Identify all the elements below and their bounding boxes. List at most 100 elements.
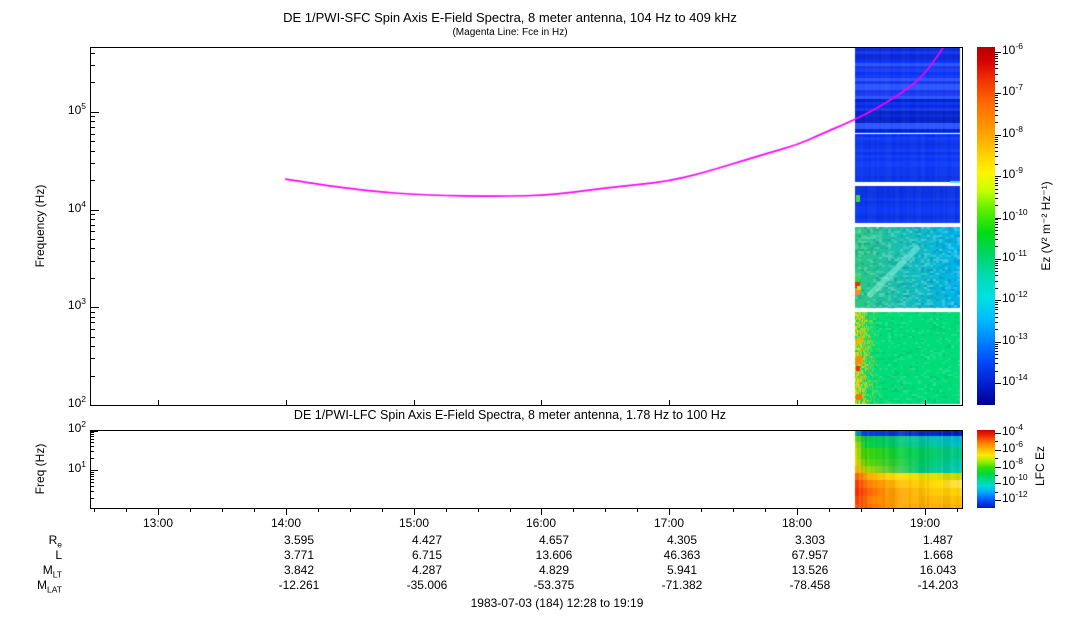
sfc-colorbar-tick-label: 10-8	[1002, 124, 1023, 140]
lfc-colorbar-minor-tick	[995, 475, 998, 476]
ephemeris-value: 13.606	[535, 548, 573, 562]
sfc-colorbar-tick-label: 10-13	[1002, 331, 1028, 347]
sfc-spectrogram-canvas	[91, 48, 962, 405]
ephemeris-value: 4.829	[538, 563, 570, 577]
ephemeris-value: -78.458	[789, 578, 831, 592]
sfc-colorbar-minor-tick	[995, 151, 998, 152]
sfc-colorbar-minor-tick	[995, 230, 998, 231]
sfc-y-tick-label: 103	[67, 296, 86, 312]
sfc-colorbar-minor-tick	[995, 54, 998, 55]
sfc-y-minor-tick	[91, 53, 95, 54]
sfc-colorbar-minor-tick	[995, 198, 998, 199]
ephemeris-value: 3.771	[283, 548, 315, 562]
exponent: 3	[81, 296, 86, 306]
ephemeris-value: 3.595	[283, 533, 315, 547]
sfc-colorbar-minor-tick	[995, 95, 998, 96]
sfc-y-minor-tick	[91, 127, 95, 128]
sfc-colorbar-minor-tick	[995, 322, 998, 323]
sfc-colorbar-minor-tick	[995, 74, 998, 75]
x-axis-minor-tick	[573, 509, 574, 512]
sfc-x-hour-tick	[414, 400, 415, 405]
sfc-colorbar-minor-tick	[995, 234, 998, 235]
sfc-colorbar-tick-label: 10-14	[1002, 372, 1028, 388]
ephemeris-value: 13.526	[791, 563, 829, 577]
sfc-colorbar-tick	[995, 383, 1001, 384]
exponent: -13	[1015, 331, 1028, 341]
sfc-colorbar-minor-tick	[995, 317, 998, 318]
x-axis-minor-tick	[957, 509, 958, 512]
sfc-colorbar-tick-label: 10-12	[1002, 289, 1028, 305]
sfc-colorbar-tick	[995, 52, 1001, 53]
sfc-colorbar-minor-tick	[995, 246, 998, 247]
sfc-colorbar-minor-tick	[995, 363, 998, 364]
sfc-y-minor-tick	[91, 121, 95, 122]
lfc-y-minor-tick	[91, 439, 94, 440]
lfc-colorbar-tick-label: 10-10	[1002, 472, 1028, 488]
subscript: e	[57, 539, 62, 550]
sfc-y-minor-tick	[91, 163, 95, 164]
lfc-colorbar-minor-tick	[995, 441, 998, 442]
x-axis-hour-tick	[286, 509, 287, 515]
exponent: -12	[1015, 289, 1028, 299]
lfc-colorbar-tick	[995, 500, 1001, 501]
sfc-x-hour-tick	[541, 400, 542, 405]
ephemeris-row-label: L	[55, 548, 62, 562]
subscript: LAT	[47, 584, 62, 595]
x-axis-hour-tick	[158, 509, 159, 515]
x-axis-hour-label: 16:00	[525, 516, 557, 530]
lfc-y-minor-tick	[91, 476, 94, 477]
sfc-colorbar-tick	[995, 93, 1001, 94]
sfc-subtitle: (Magenta Line: Fce in Hz)	[452, 27, 568, 38]
sfc-colorbar-minor-tick	[995, 358, 998, 359]
sfc-colorbar-minor-tick	[995, 271, 998, 272]
sfc-colorbar-minor-tick	[995, 64, 998, 65]
lfc-colorbar-tick	[995, 483, 1001, 484]
sfc-colorbar-label: Ez (V² m⁻² Hz⁻¹)	[1039, 181, 1053, 271]
sfc-colorbar-tick-label: 10-11	[1002, 248, 1028, 264]
lfc-y-minor-tick	[91, 472, 94, 473]
ephemeris-value: -12.261	[278, 578, 320, 592]
lfc-y-tick-label: 101	[67, 459, 86, 475]
sfc-colorbar-minor-tick	[995, 265, 998, 266]
exponent: 4	[81, 199, 86, 209]
sfc-colorbar-tick-label: 10-10	[1002, 207, 1028, 223]
x-axis-minor-tick	[733, 509, 734, 512]
lfc-spectrogram-canvas	[91, 431, 962, 508]
lfc-colorbar-tick-label: 10-8	[1002, 456, 1023, 472]
sfc-colorbar-minor-tick	[995, 219, 998, 220]
ephemeris-value: 1.668	[922, 548, 954, 562]
lfc-plot-area	[90, 430, 963, 509]
sfc-y-minor-tick	[91, 219, 95, 220]
sfc-title: DE 1/PWI-SFC Spin Axis E-Field Spectra, …	[283, 10, 737, 25]
x-axis-hour-label: 15:00	[398, 516, 430, 530]
sfc-colorbar-tick	[995, 259, 1001, 260]
sfc-colorbar-minor-tick	[995, 307, 998, 308]
sfc-y-minor-tick	[91, 134, 95, 135]
sfc-colorbar-minor-tick	[995, 261, 998, 262]
sfc-colorbar-minor-tick	[995, 156, 998, 157]
x-axis-minor-tick	[829, 509, 830, 512]
sfc-colorbar-minor-tick	[995, 58, 998, 59]
sfc-y-minor-tick	[91, 65, 95, 66]
sfc-x-hour-tick	[797, 400, 798, 405]
lfc-y-major-tick	[91, 431, 98, 432]
lfc-y-tick-label: 102	[67, 419, 86, 435]
x-axis-hour-label: 17:00	[653, 516, 685, 530]
lfc-colorbar-tick	[995, 450, 1001, 451]
sfc-y-minor-tick	[91, 329, 95, 330]
sfc-colorbar-minor-tick	[995, 144, 998, 145]
sfc-plot-area	[90, 47, 963, 406]
exponent: -10	[1015, 472, 1028, 482]
lfc-colorbar-minor-tick	[995, 492, 998, 493]
lfc-y-minor-tick	[91, 491, 94, 492]
exponent: -14	[1015, 372, 1028, 382]
ephemeris-value: 6.715	[411, 548, 443, 562]
sfc-colorbar-minor-tick	[995, 304, 998, 305]
exponent: -12	[1015, 489, 1028, 499]
sfc-y-minor-tick	[91, 278, 95, 279]
sfc-colorbar-minor-tick	[995, 189, 998, 190]
exponent: 2	[81, 419, 86, 429]
ephemeris-row-label: Re	[48, 533, 62, 550]
sfc-x-hour-tick	[669, 400, 670, 405]
lfc-y-minor-tick	[91, 458, 94, 459]
